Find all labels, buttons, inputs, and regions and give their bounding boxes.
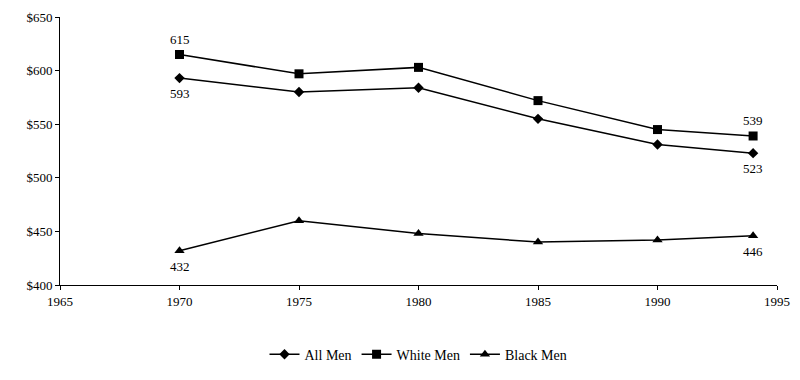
svg-text:$450: $450	[26, 224, 52, 239]
svg-text:$550: $550	[26, 117, 52, 132]
svg-text:1965: 1965	[47, 294, 73, 309]
svg-text:446: 446	[743, 244, 763, 259]
svg-text:539: 539	[743, 113, 763, 128]
svg-text:593: 593	[170, 86, 190, 101]
svg-text:$600: $600	[26, 63, 52, 78]
svg-text:432: 432	[170, 259, 190, 274]
svg-text:Black Men: Black Men	[505, 348, 567, 363]
svg-text:1995: 1995	[764, 294, 790, 309]
svg-text:615: 615	[170, 32, 190, 47]
svg-text:White Men: White Men	[397, 348, 460, 363]
svg-text:1980: 1980	[406, 294, 432, 309]
svg-text:1975: 1975	[286, 294, 312, 309]
svg-text:1970: 1970	[167, 294, 193, 309]
svg-text:$500: $500	[26, 170, 52, 185]
svg-text:523: 523	[743, 161, 763, 176]
svg-text:1985: 1985	[525, 294, 551, 309]
svg-text:1990: 1990	[645, 294, 671, 309]
svg-text:All Men: All Men	[305, 348, 352, 363]
svg-text:$400: $400	[26, 278, 52, 293]
svg-text:$650: $650	[26, 10, 52, 25]
